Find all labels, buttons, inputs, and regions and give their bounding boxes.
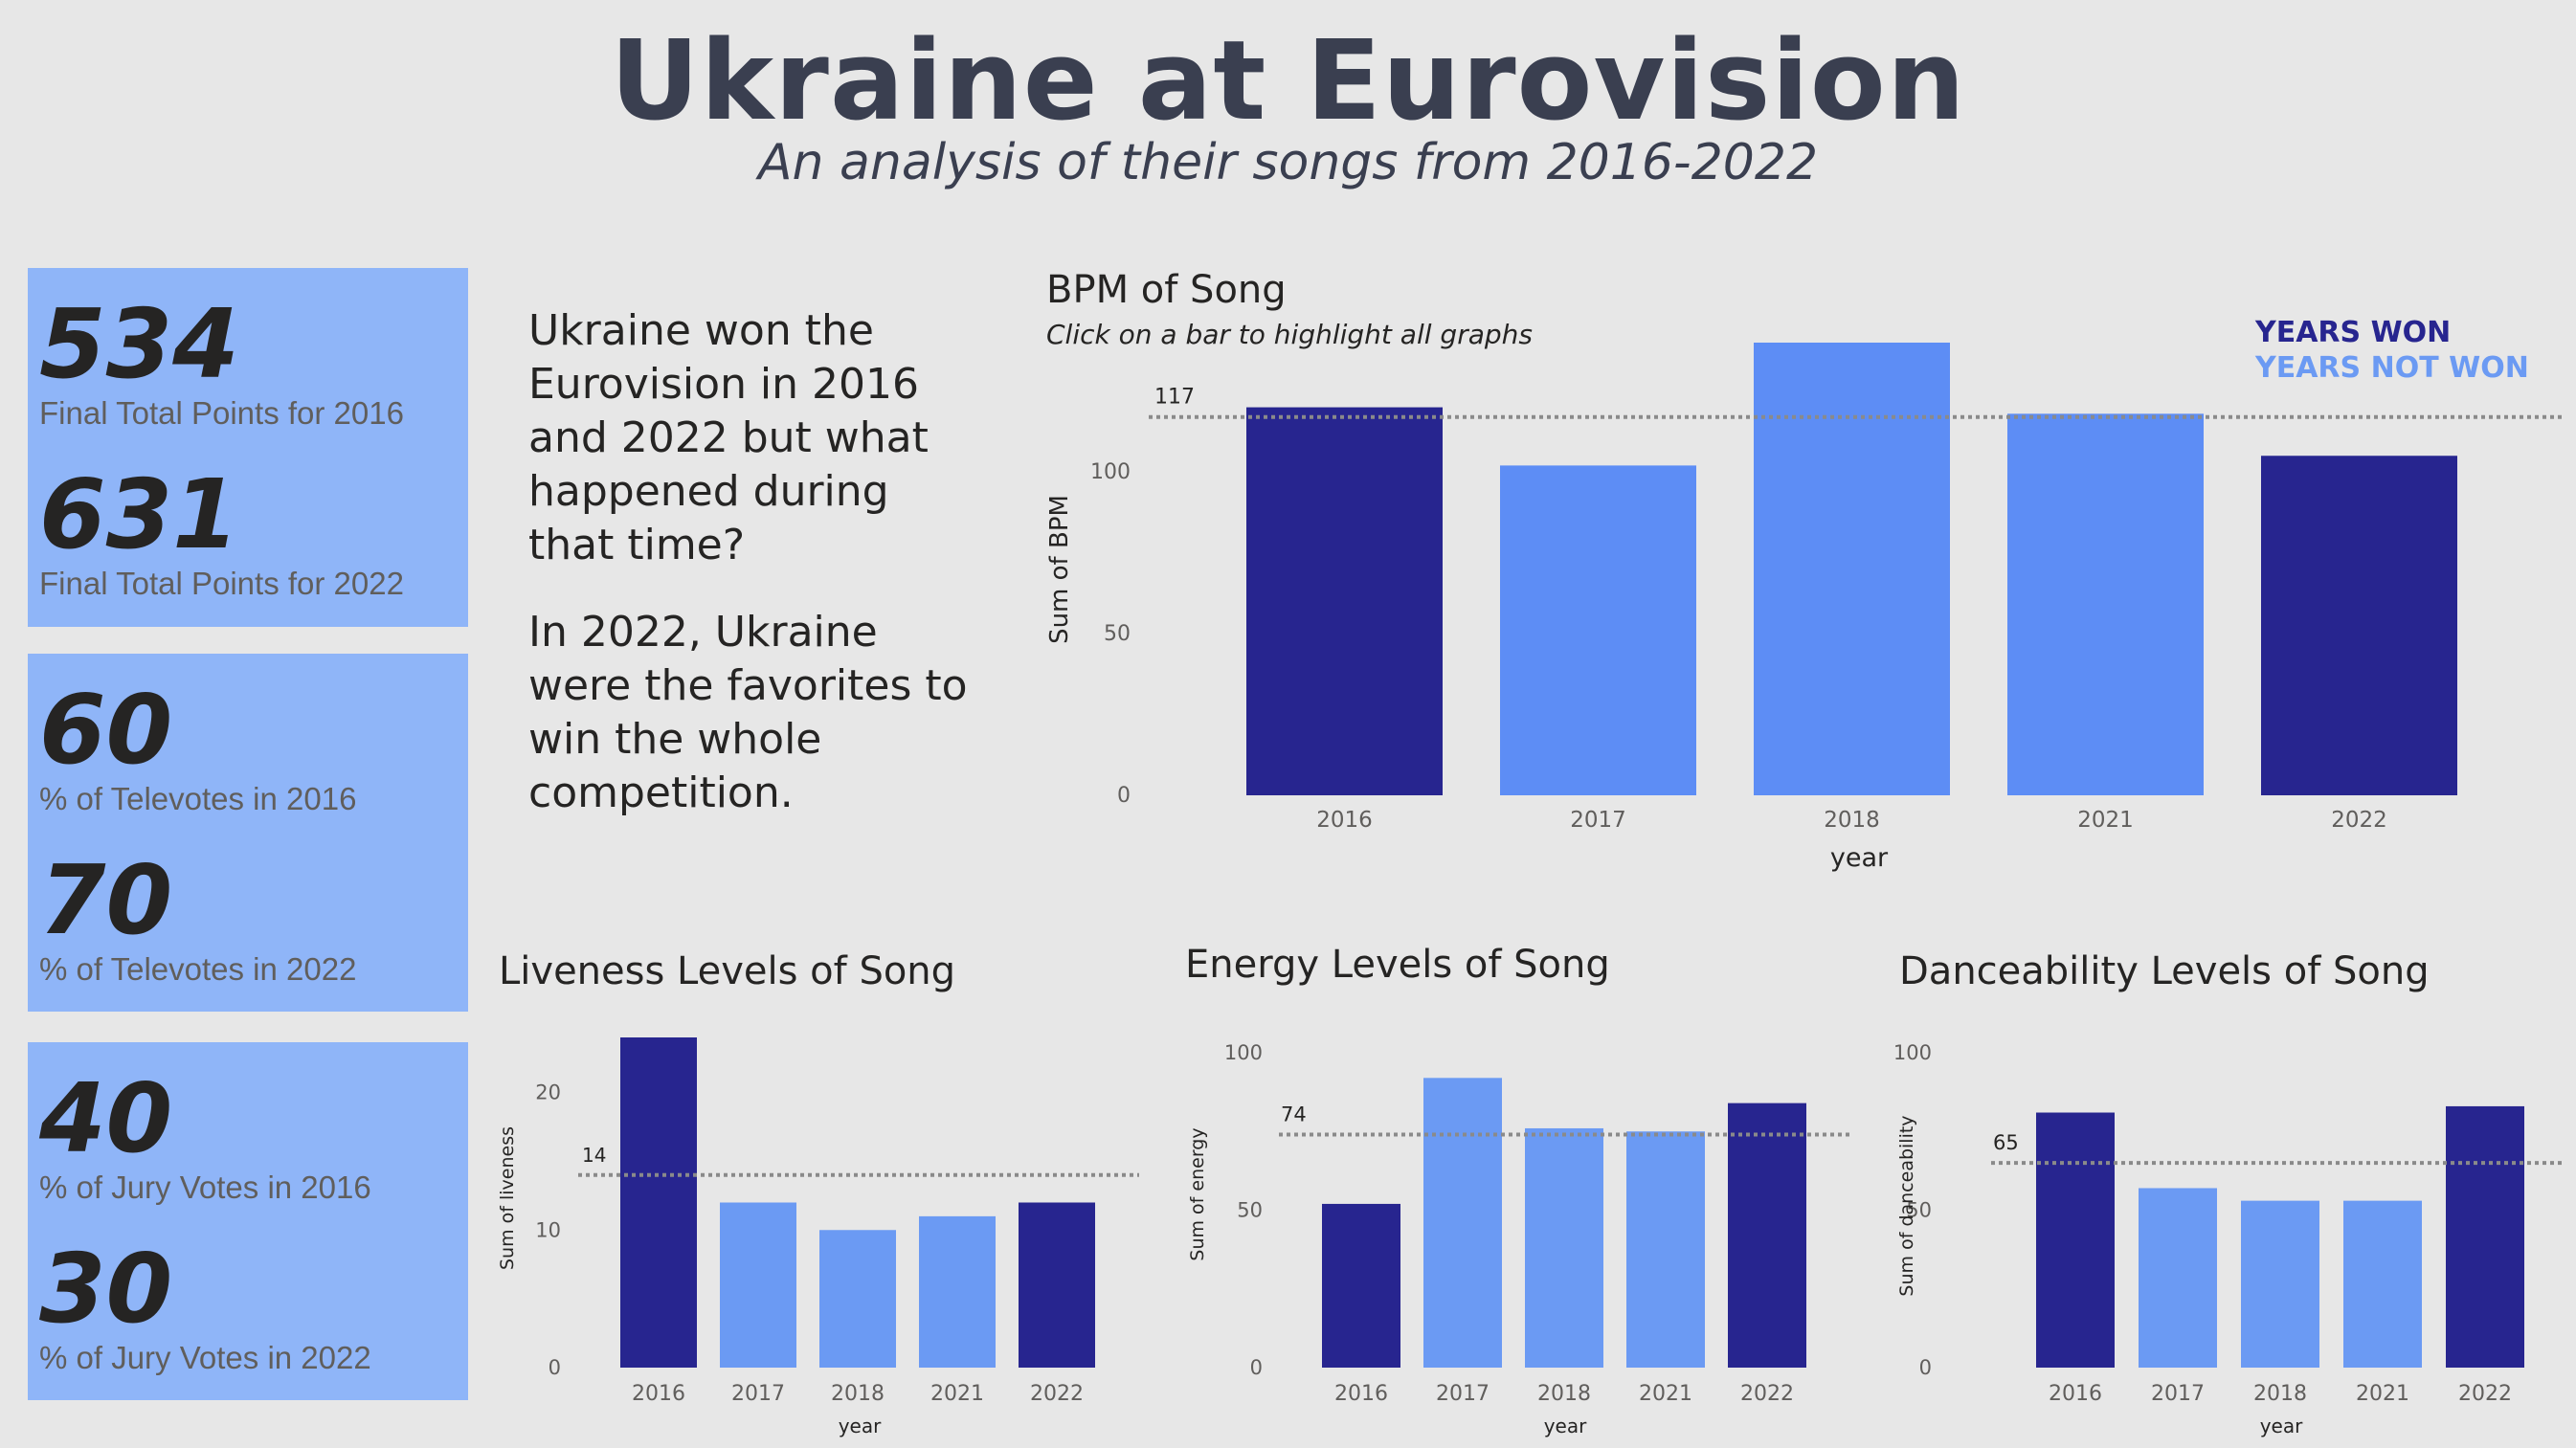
legend-years-not-won[interactable]: YEARS NOT WON (2255, 351, 2529, 385)
danceability-xtick-label: 2021 (2356, 1382, 2409, 1406)
danceability-ytick-label: 50 (1906, 1199, 1932, 1222)
kpi-value-points-2016: 534 (39, 288, 239, 400)
bpm-bar-2022[interactable] (2261, 456, 2457, 795)
narrative-paragraph-1: Ukraine won the Eurovision in 2016 and 2… (528, 306, 929, 569)
danceability-bar-2018[interactable] (2241, 1200, 2319, 1368)
kpi-card-jury-votes: 40 % of Jury Votes in 2016 30 % of Jury … (28, 1042, 468, 1400)
kpi-label-televotes-2016: % of Televotes in 2016 (39, 781, 357, 816)
bpm-x-axis-title: year (1830, 843, 1889, 873)
danceability-xtick-label: 2022 (2458, 1382, 2512, 1406)
liveness-x-axis-title: year (839, 1415, 882, 1437)
energy-chart-title: Energy Levels of Song (1185, 943, 1610, 987)
kpi-label-points-2016: Final Total Points for 2016 (39, 395, 404, 431)
energy-xtick-label: 2016 (1334, 1382, 1388, 1406)
bpm-y-axis-title: Sum of BPM (1045, 495, 1074, 644)
energy-ytick-label: 100 (1224, 1041, 1263, 1064)
danceability-bar-2021[interactable] (2343, 1200, 2422, 1368)
bpm-bar-chart: 0 50 100 2016 2017 2018 2021 2022 117 year Sum of … (1045, 343, 2565, 873)
danceability-ytick-label: 0 (1919, 1356, 1932, 1379)
bpm-ytick-label: 100 (1090, 460, 1131, 484)
kpi-value-jury-2022: 30 (39, 1233, 173, 1345)
liveness-xtick-label: 2022 (1030, 1382, 1084, 1406)
energy-xtick-label: 2017 (1436, 1382, 1490, 1406)
bpm-bar-2016[interactable] (1246, 407, 1443, 795)
liveness-reference-label: 14 (582, 1144, 606, 1167)
kpi-value-televotes-2022: 70 (39, 844, 173, 956)
liveness-xtick-label: 2016 (632, 1382, 685, 1406)
kpi-value-televotes-2016: 60 (39, 674, 173, 786)
energy-bar-2021[interactable] (1626, 1131, 1705, 1368)
energy-bar-2016[interactable] (1322, 1203, 1400, 1368)
liveness-bar-2021[interactable] (919, 1215, 996, 1368)
energy-bar-2022[interactable] (1728, 1103, 1806, 1368)
energy-ytick-label: 0 (1250, 1356, 1263, 1379)
energy-bar-2017[interactable] (1423, 1078, 1502, 1368)
danceability-bar-2022[interactable] (2446, 1105, 2524, 1368)
report-title: Ukraine at Eurovision (610, 17, 1966, 145)
danceability-xtick-label: 2017 (2151, 1382, 2205, 1406)
energy-reference-label: 74 (1281, 1103, 1307, 1126)
bpm-ytick-label: 50 (1104, 622, 1131, 646)
bpm-chart-title: BPM of Song (1046, 268, 1287, 312)
liveness-bar-2016[interactable] (620, 1037, 697, 1368)
danceability-x-axis-title: year (2260, 1415, 2303, 1437)
energy-xtick-label: 2021 (1639, 1382, 1692, 1406)
bpm-xtick-label: 2022 (2331, 808, 2387, 833)
kpi-card-televotes: 60 % of Televotes in 2016 70 % of Televo… (28, 654, 468, 1012)
legend-years-won[interactable]: YEARS WON (2255, 316, 2452, 349)
liveness-ytick-label: 20 (535, 1081, 561, 1104)
liveness-chart-title: Liveness Levels of Song (499, 949, 956, 993)
danceability-reference-label: 65 (1993, 1131, 2019, 1154)
energy-xtick-label: 2018 (1537, 1382, 1591, 1406)
energy-y-axis-title: Sum of energy (1187, 1127, 1208, 1260)
danceability-bar-chart: 0 50 100 2016 2017 2018 2021 2022 65 year Sum of d… (1893, 1041, 2565, 1437)
liveness-bar-2022[interactable] (1019, 1202, 1095, 1369)
kpi-label-televotes-2022: % of Televotes in 2022 (39, 951, 357, 987)
kpi-label-jury-2016: % of Jury Votes in 2016 (39, 1170, 371, 1205)
bpm-bar-2017[interactable] (1500, 465, 1696, 795)
bpm-chart-hint: Click on a bar to highlight all graphs (1046, 319, 1533, 350)
bpm-bar-2018[interactable] (1754, 343, 1950, 795)
kpi-value-points-2022: 631 (39, 458, 239, 570)
kpi-label-points-2022: Final Total Points for 2022 (39, 566, 404, 601)
danceability-chart-title: Danceability Levels of Song (1899, 949, 2430, 993)
danceability-ytick-label: 100 (1893, 1041, 1932, 1064)
bpm-xtick-label: 2017 (1570, 808, 1626, 833)
danceability-bar-2017[interactable] (2139, 1188, 2217, 1368)
liveness-ytick-label: 10 (535, 1218, 561, 1241)
liveness-y-axis-title: Sum of liveness (497, 1126, 518, 1270)
energy-x-axis-title: year (1544, 1415, 1587, 1437)
energy-ytick-label: 50 (1237, 1199, 1263, 1222)
energy-xtick-label: 2022 (1740, 1382, 1794, 1406)
bpm-bar-2021[interactable] (2007, 413, 2204, 795)
bpm-xtick-label: 2016 (1316, 808, 1373, 833)
narrative-paragraph-2: In 2022, Ukraine were the favorites to w… (528, 608, 968, 817)
bpm-xtick-label: 2018 (1824, 808, 1880, 833)
kpi-card-final-points: 534 Final Total Points for 2016 631 Fina… (28, 268, 468, 627)
liveness-xtick-label: 2017 (731, 1382, 785, 1406)
energy-bar-2018[interactable] (1525, 1127, 1603, 1368)
liveness-bar-2018[interactable] (819, 1230, 896, 1368)
bpm-ytick-label: 0 (1117, 784, 1131, 808)
liveness-bar-2017[interactable] (720, 1202, 796, 1369)
energy-bar-chart: 0 50 100 2016 2017 2018 2021 2022 74 year Sum of e… (1187, 1041, 1852, 1437)
liveness-xtick-label: 2021 (930, 1382, 984, 1406)
kpi-value-jury-2016: 40 (39, 1062, 173, 1174)
danceability-xtick-label: 2018 (2253, 1382, 2307, 1406)
bpm-xtick-label: 2021 (2077, 808, 2134, 833)
report-subtitle: An analysis of their songs from 2016-202… (757, 134, 1819, 191)
liveness-xtick-label: 2018 (831, 1382, 885, 1406)
kpi-label-jury-2022: % of Jury Votes in 2022 (39, 1340, 371, 1375)
liveness-bar-chart: 0 10 20 2016 2017 2018 2021 2022 14 year Sum of li… (497, 1037, 1139, 1437)
danceability-xtick-label: 2016 (2049, 1382, 2102, 1406)
bpm-reference-label: 117 (1154, 386, 1195, 410)
danceability-y-axis-title: Sum of danceability (1896, 1115, 1917, 1296)
danceability-bar-2016[interactable] (2036, 1112, 2115, 1368)
liveness-ytick-label: 0 (549, 1356, 561, 1379)
